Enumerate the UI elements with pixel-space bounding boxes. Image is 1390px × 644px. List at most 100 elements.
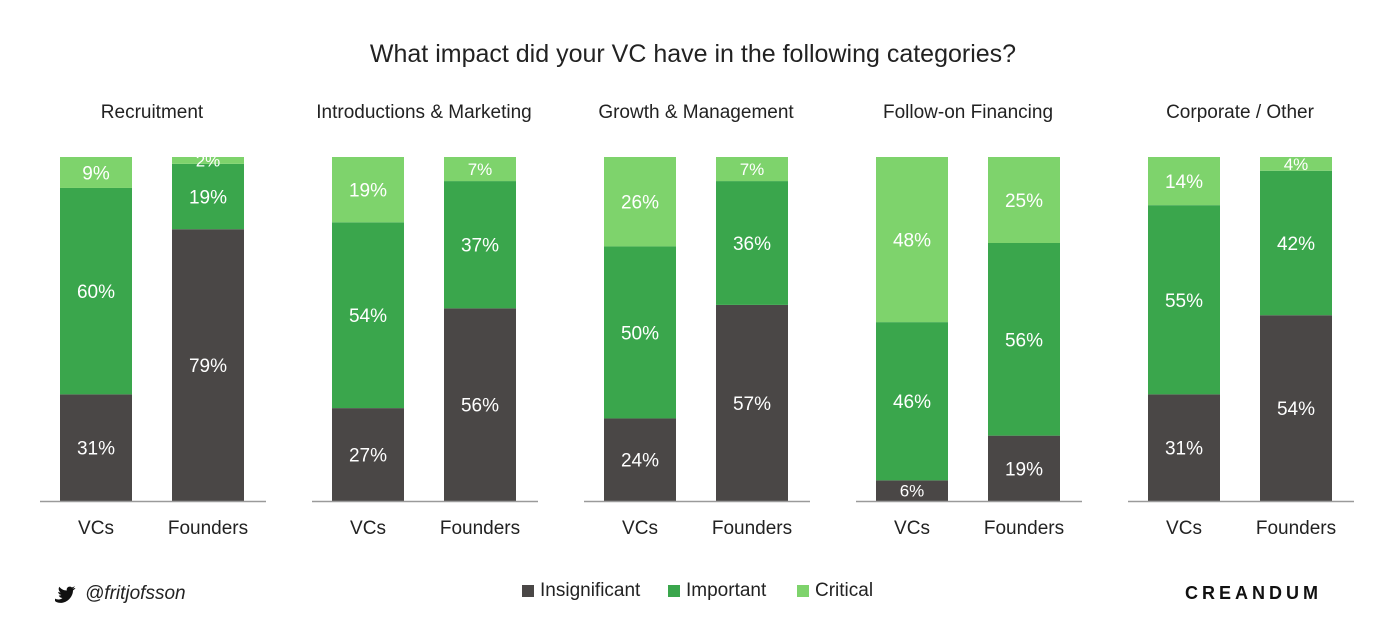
data-label: 56% — [1005, 330, 1043, 351]
twitter-bird-icon — [55, 586, 76, 603]
bar-segment-insignificant — [1260, 315, 1332, 501]
data-label: 79% — [189, 356, 227, 377]
x-tick-label: VCs — [78, 518, 114, 539]
bar-segment-critical — [604, 157, 676, 247]
data-label: 26% — [621, 193, 659, 214]
panel-introductions-marketing: Introductions & Marketing 27% 54% 19% VCs 56%… — [312, 102, 538, 539]
bar-segment-critical — [716, 157, 788, 182]
bar-segment-important — [1148, 205, 1220, 395]
panel-recruitment: Recruitment 31% 60% 9% VCs 79% 19% 2% Founders — [40, 102, 266, 539]
bar-segment-critical — [988, 157, 1060, 243]
x-tick-label: Founders — [1256, 518, 1336, 539]
bar-segment-critical — [332, 157, 404, 223]
bar-segment-critical — [1148, 157, 1220, 206]
data-label: 42% — [1277, 234, 1315, 255]
data-label: 56% — [461, 396, 499, 417]
bar-segment-critical — [444, 157, 516, 182]
bar-vcs: 27% 54% 19% — [332, 157, 404, 501]
data-label: 19% — [189, 188, 227, 209]
legend-item-critical: Critical — [797, 580, 873, 601]
x-tick-label: Founders — [984, 518, 1064, 539]
data-label: 27% — [349, 446, 387, 467]
legend-label: Insignificant — [540, 580, 641, 601]
bar-founders: 56% 37% 7% — [444, 157, 516, 501]
data-label: 19% — [1005, 459, 1043, 480]
legend-item-insignificant: Insignificant — [522, 580, 641, 601]
bar-segment-insignificant — [332, 408, 404, 501]
legend: Insignificant Important Critical — [522, 580, 873, 601]
data-label: 36% — [733, 234, 771, 255]
panel-title: Follow-on Financing — [883, 102, 1053, 123]
x-tick-label: VCs — [350, 518, 386, 539]
bar-segment-critical — [172, 157, 244, 164]
panel-title: Corporate / Other — [1166, 102, 1315, 123]
bar-segment-important — [604, 246, 676, 419]
bar-segment-important — [988, 243, 1060, 436]
data-label: 14% — [1165, 172, 1203, 193]
data-label: 7% — [740, 160, 765, 179]
panel-corporate-other: Corporate / Other 31% 55% 14% VCs 54% 42% 4% Fou… — [1128, 102, 1354, 539]
bar-segment-important — [716, 181, 788, 305]
bar-vcs: 31% 60% 9% — [60, 157, 132, 501]
data-label: 50% — [621, 323, 659, 344]
panel-title: Recruitment — [101, 102, 204, 123]
bar-vcs: 31% 55% 14% — [1148, 157, 1220, 501]
x-tick-label: Founders — [440, 518, 520, 539]
x-tick-label: VCs — [622, 518, 658, 539]
panel-title: Growth & Management — [598, 102, 794, 123]
twitter-handle: @fritjofsson — [85, 583, 186, 604]
panel-title: Introductions & Marketing — [316, 102, 531, 123]
legend-item-important: Important — [668, 580, 767, 601]
data-label: 57% — [733, 394, 771, 415]
x-tick-label: Founders — [168, 518, 248, 539]
bar-founders: 54% 42% 4% — [1260, 155, 1332, 501]
bar-segment-important — [332, 222, 404, 409]
data-label: 6% — [900, 482, 925, 501]
data-label: 54% — [1277, 399, 1315, 420]
bar-segment-important — [60, 187, 132, 395]
x-tick-label: VCs — [1166, 518, 1202, 539]
data-label: 25% — [1005, 191, 1043, 212]
bar-segment-important — [172, 163, 244, 230]
footer-left: @fritjofsson — [55, 583, 186, 604]
bar-segment-insignificant — [716, 304, 788, 501]
bar-vcs: 24% 50% 26% — [604, 157, 676, 501]
bar-segment-important — [444, 181, 516, 309]
bar-segment-insignificant — [988, 435, 1060, 501]
panel-growth-management: Growth & Management 24% 50% 26% VCs 57% 36% 7% F… — [584, 102, 810, 539]
x-tick-label: VCs — [894, 518, 930, 539]
data-label: 37% — [461, 236, 499, 257]
data-label: 19% — [349, 181, 387, 202]
data-label: 54% — [349, 306, 387, 327]
bar-founders: 79% 19% 2% — [172, 151, 244, 502]
data-label: 46% — [893, 392, 931, 413]
data-label: 55% — [1165, 291, 1203, 312]
bar-founders: 19% 56% 25% — [988, 157, 1060, 501]
legend-swatch — [797, 585, 809, 597]
bar-segment-insignificant — [60, 394, 132, 501]
panel-follow-on-financing: Follow-on Financing 6% 46% 48% VCs 19% 56% 25% F… — [856, 102, 1082, 539]
bar-segment-critical — [876, 157, 948, 323]
data-label: 60% — [77, 282, 115, 303]
data-label: 9% — [82, 163, 110, 184]
bar-segment-insignificant — [1148, 394, 1220, 501]
legend-label: Critical — [815, 580, 873, 601]
x-tick-label: Founders — [712, 518, 792, 539]
legend-swatch — [522, 585, 534, 597]
chart-panels: Recruitment31%60%9%VCs79%19%2%FoundersIn… — [40, 102, 1354, 539]
brand-logo: CREANDUM — [1185, 583, 1322, 603]
bar-segment-important — [876, 322, 948, 481]
data-label: 48% — [893, 231, 931, 252]
bar-segment-insignificant — [604, 418, 676, 501]
bar-segment-critical — [1260, 157, 1332, 171]
bar-segment-critical — [60, 157, 132, 188]
data-label: 31% — [77, 439, 115, 460]
data-label: 4% — [1284, 155, 1309, 174]
data-label: 31% — [1165, 439, 1203, 460]
data-label: 7% — [468, 160, 493, 179]
chart-title: What impact did your VC have in the foll… — [370, 40, 1016, 68]
data-label: 24% — [621, 451, 659, 472]
bar-founders: 57% 36% 7% — [716, 157, 788, 501]
legend-swatch — [668, 585, 680, 597]
